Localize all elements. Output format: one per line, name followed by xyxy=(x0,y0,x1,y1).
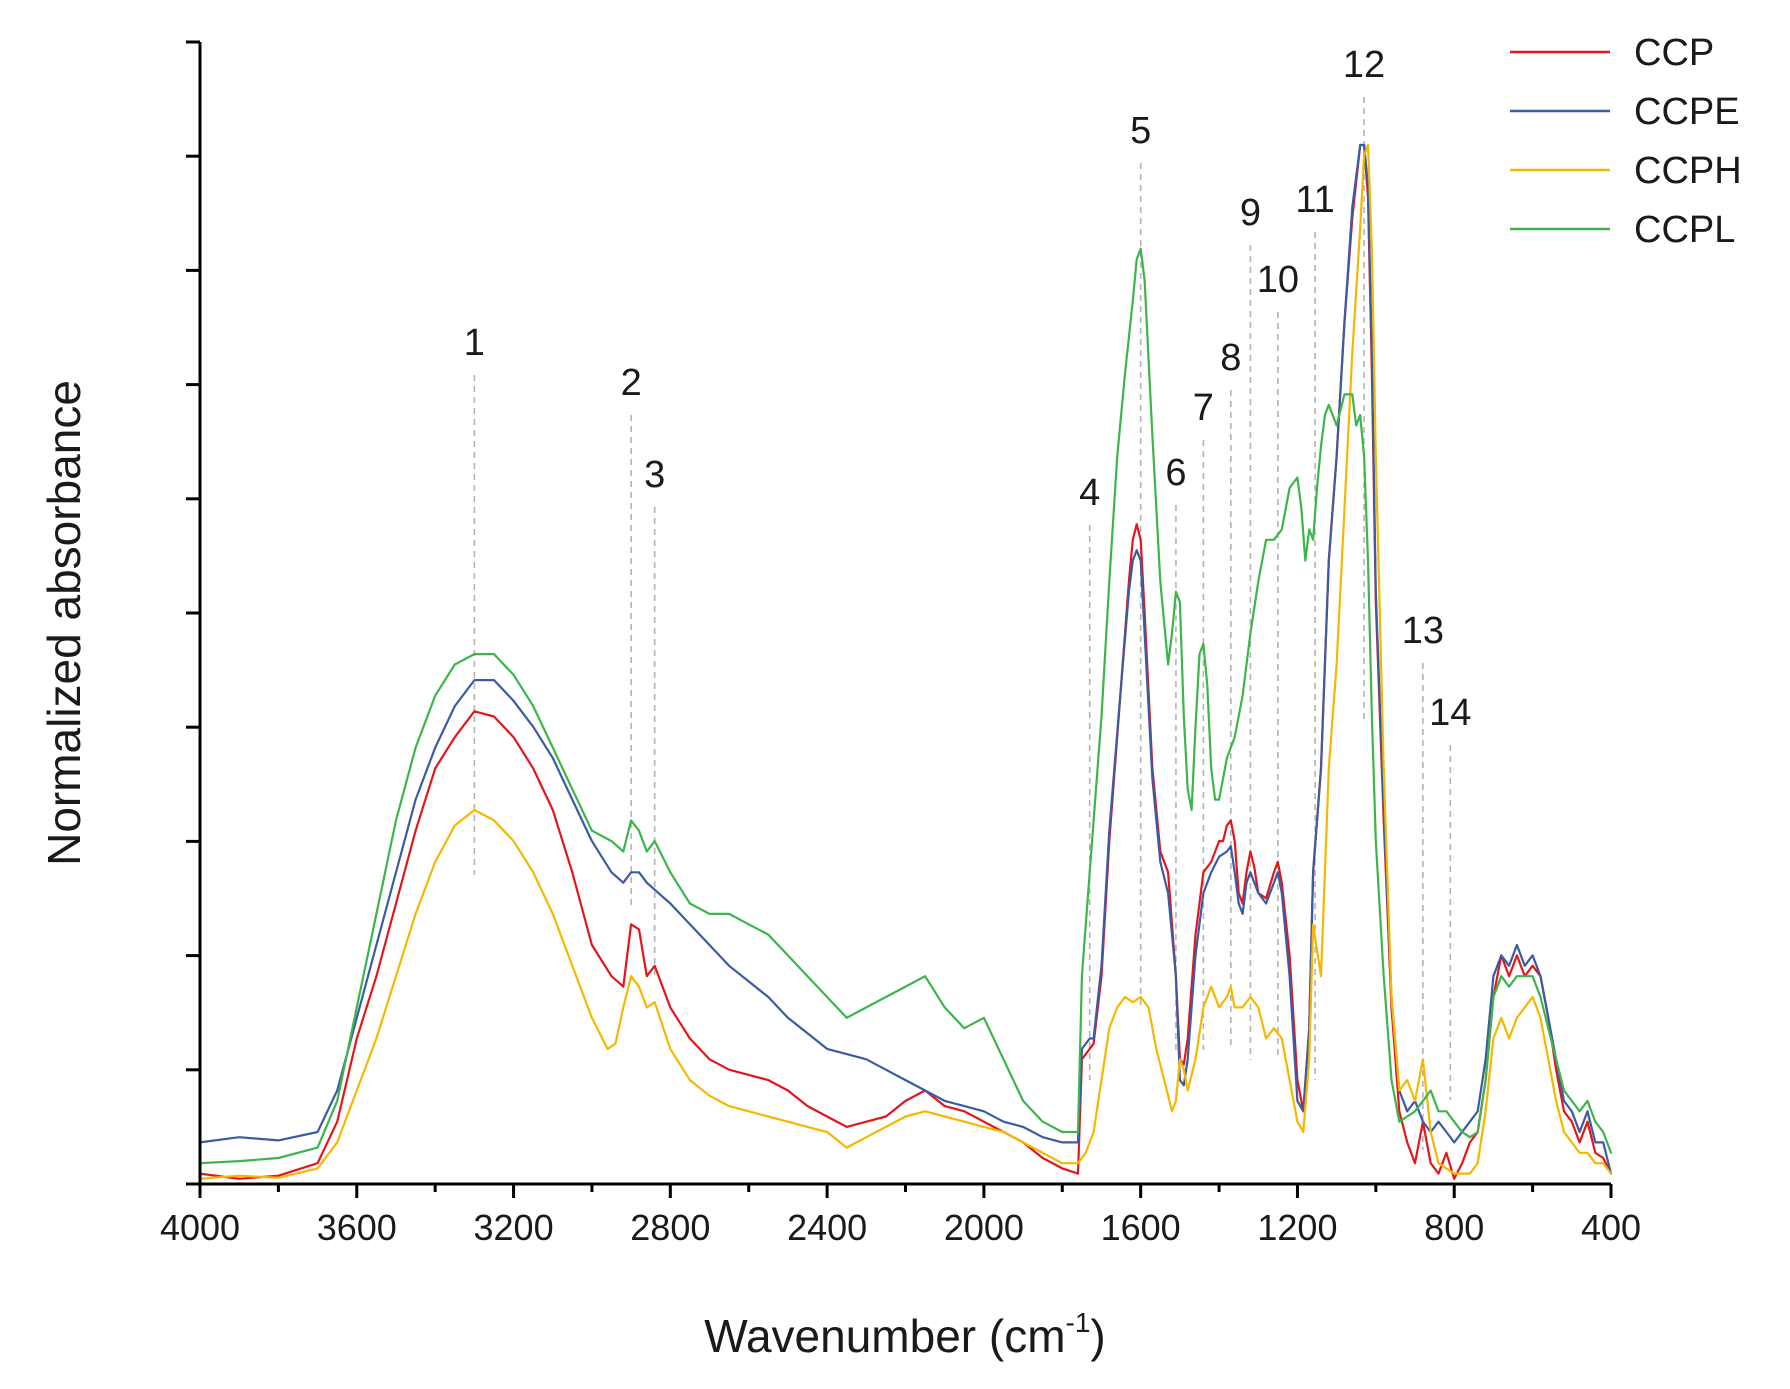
peak-label-2: 2 xyxy=(621,362,642,404)
x-tick-label: 4000 xyxy=(160,1207,240,1248)
x-axis-title-superscript: -1 xyxy=(1066,1307,1091,1338)
x-tick-label: 400 xyxy=(1581,1207,1641,1248)
x-tick-label: 2000 xyxy=(944,1207,1024,1248)
legend-label-ccpe: CCPE xyxy=(1634,91,1740,133)
peak-label-11: 11 xyxy=(1295,179,1334,221)
peak-label-1: 1 xyxy=(464,322,485,364)
peak-label-14: 14 xyxy=(1429,692,1471,734)
x-axis-title-close: ) xyxy=(1090,1310,1105,1362)
x-tick-label: 3200 xyxy=(474,1207,554,1248)
peak-label-5: 5 xyxy=(1130,110,1151,152)
x-tick-label: 3600 xyxy=(317,1207,397,1248)
peak-label-8: 8 xyxy=(1220,337,1241,379)
x-tick-label: 1600 xyxy=(1101,1207,1181,1248)
series-line-ccpl xyxy=(198,247,1613,1165)
x-tick-label: 800 xyxy=(1424,1207,1484,1248)
y-axis-ticks xyxy=(186,40,200,1186)
x-axis-title: Wavenumber (cm-1) xyxy=(704,1307,1106,1362)
peak-label-3: 3 xyxy=(644,454,665,496)
series-line-ccph xyxy=(198,143,1613,1180)
legend: CCP CCPE CCPH CCPL xyxy=(1510,32,1742,251)
series-line-ccp xyxy=(198,143,1613,1180)
peak-label-12: 12 xyxy=(1343,44,1385,86)
peak-label-7: 7 xyxy=(1193,387,1214,429)
legend-label-ccp: CCP xyxy=(1634,32,1714,74)
peak-label-9: 9 xyxy=(1240,192,1261,234)
y-axis-title: Normalized absorbance xyxy=(38,380,90,866)
legend-label-ccpl: CCPL xyxy=(1634,209,1735,251)
peak-label-10: 10 xyxy=(1257,259,1299,301)
series-line-ccpe xyxy=(198,143,1613,1175)
peak-label-6: 6 xyxy=(1165,452,1186,494)
peak-guide-lines xyxy=(473,97,1452,1150)
x-tick-label: 2400 xyxy=(787,1207,867,1248)
peak-label-13: 13 xyxy=(1402,610,1444,652)
spectrum-lines xyxy=(198,143,1613,1180)
x-axis-ticks: 4000 3600 3200 2800 2400 2000 1600 1200 800 400 xyxy=(160,1184,1641,1248)
x-tick-label: 1200 xyxy=(1257,1207,1337,1248)
x-tick-label: 2800 xyxy=(630,1207,710,1248)
peak-label-4: 4 xyxy=(1079,472,1100,514)
legend-label-ccph: CCPH xyxy=(1634,150,1742,192)
